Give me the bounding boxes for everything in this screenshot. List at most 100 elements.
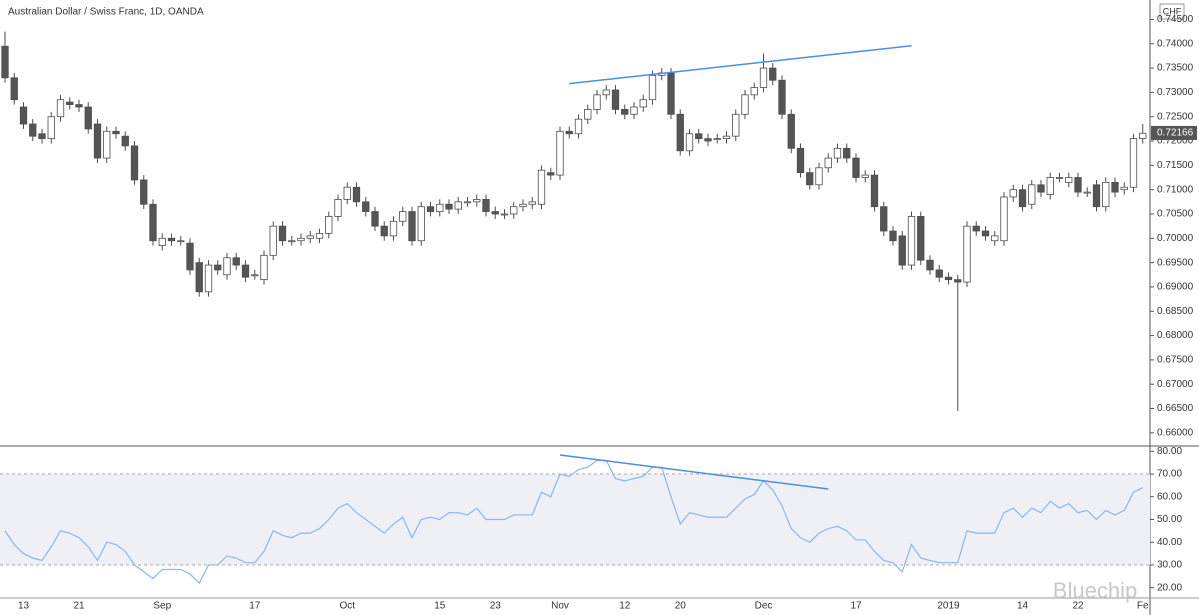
candle-body xyxy=(1139,132,1147,140)
candle-body xyxy=(732,113,740,137)
candle-body xyxy=(352,186,361,203)
candle-body xyxy=(306,235,314,239)
candle-body xyxy=(232,257,240,266)
candle-body xyxy=(1,45,9,79)
candle-body xyxy=(648,74,657,101)
y-tick-label: 0.69500 xyxy=(1157,257,1194,268)
y-tick-label: 0.72000 xyxy=(1157,136,1194,147)
candle-body xyxy=(963,225,971,283)
candle-body xyxy=(29,123,37,137)
y-tick-label: 20.00 xyxy=(1157,582,1182,593)
candle-body xyxy=(66,101,74,105)
candle-body xyxy=(288,240,296,243)
candle-body xyxy=(1065,177,1073,183)
last-price-label: 0.72166 xyxy=(1157,128,1194,139)
candle-body xyxy=(584,109,592,120)
x-tick-label: 23 xyxy=(490,601,502,612)
candle-body xyxy=(833,147,842,159)
candle-body xyxy=(10,77,18,101)
candle-body xyxy=(121,135,129,147)
candle-body xyxy=(325,216,333,234)
candle-body xyxy=(1102,181,1110,208)
candle-body xyxy=(482,198,490,212)
y-tick-label: 0.71000 xyxy=(1157,184,1194,195)
last-price-box xyxy=(1151,125,1197,140)
candle-body xyxy=(750,87,758,96)
candle-body xyxy=(1120,186,1128,191)
y-tick-label: 30.00 xyxy=(1157,560,1182,571)
candle-body xyxy=(130,145,139,181)
candle-body xyxy=(186,242,194,271)
candle-body xyxy=(195,262,203,293)
candle-body xyxy=(1009,189,1017,198)
candle-body xyxy=(676,113,684,152)
candle-body xyxy=(463,201,472,204)
y-tick-label: 0.70500 xyxy=(1157,209,1194,220)
candle-body xyxy=(972,225,980,232)
candle-body xyxy=(454,201,462,210)
candle-body xyxy=(602,89,610,96)
watermark: Bluechip xyxy=(1053,578,1137,603)
candle-body xyxy=(500,213,509,216)
candle-body xyxy=(769,67,777,81)
candle-body xyxy=(861,174,869,178)
candle-body xyxy=(1083,191,1091,194)
candle-body xyxy=(1046,177,1054,195)
x-tick-label: 15 xyxy=(434,601,446,612)
candle-body xyxy=(593,94,601,110)
candle-body xyxy=(112,130,120,135)
candle-body xyxy=(380,225,388,237)
x-tick-label: Dec xyxy=(755,601,773,612)
candle-body xyxy=(759,67,768,88)
candle-body xyxy=(630,106,638,115)
candle-body xyxy=(214,264,222,271)
y-tick-label: 0.70000 xyxy=(1157,233,1194,244)
candle-body xyxy=(204,264,213,293)
band xyxy=(0,474,1150,565)
candle-body xyxy=(278,225,287,242)
candle-body xyxy=(167,237,176,242)
candle-body xyxy=(408,211,416,242)
candle-body xyxy=(528,201,536,205)
candle-body xyxy=(898,235,906,266)
candle-body xyxy=(843,147,851,159)
y-tick-label: 80.00 xyxy=(1157,446,1182,457)
candle-body xyxy=(991,235,999,242)
candle-body xyxy=(19,106,28,125)
candle-body xyxy=(611,89,620,110)
candle-body xyxy=(722,135,731,140)
candle-body xyxy=(343,186,351,200)
candle-body xyxy=(1000,196,1008,242)
candle-body xyxy=(260,254,268,281)
candle-body xyxy=(445,203,453,210)
candle-body xyxy=(1037,184,1045,193)
trend-line xyxy=(559,454,829,490)
candle-body xyxy=(75,104,83,108)
y-tick-label: 0.66500 xyxy=(1157,403,1194,414)
x-tick-label: 20 xyxy=(675,601,687,612)
x-tick-label: 22 xyxy=(1072,601,1084,612)
candle-body xyxy=(158,237,166,247)
y-tick-label: 0.74000 xyxy=(1157,38,1194,49)
y-tick-label: 0.71500 xyxy=(1157,160,1194,171)
candle-body xyxy=(787,113,795,149)
candle-body xyxy=(389,220,398,237)
y-tick-label: 0.67000 xyxy=(1157,379,1194,390)
candle-body xyxy=(556,130,564,176)
y-tick-label: 0.67500 xyxy=(1157,355,1194,366)
candle-body xyxy=(93,123,102,159)
trend-line xyxy=(569,44,912,85)
chart-title: Australian Dollar / Swiss Franc, 1D, OAN… xyxy=(8,7,204,18)
candle-body xyxy=(362,201,370,212)
candle-body xyxy=(426,206,435,212)
candle-body xyxy=(1028,184,1036,205)
candle-body xyxy=(639,99,647,108)
candle-body xyxy=(1074,177,1082,193)
candle-body xyxy=(1018,189,1027,208)
candle-body xyxy=(417,206,425,242)
x-tick-label: 17 xyxy=(850,601,862,612)
x-tick-label: 12 xyxy=(619,601,631,612)
candle-body xyxy=(889,230,897,242)
x-tick-label: 17 xyxy=(249,601,261,612)
candle-body xyxy=(334,198,342,217)
